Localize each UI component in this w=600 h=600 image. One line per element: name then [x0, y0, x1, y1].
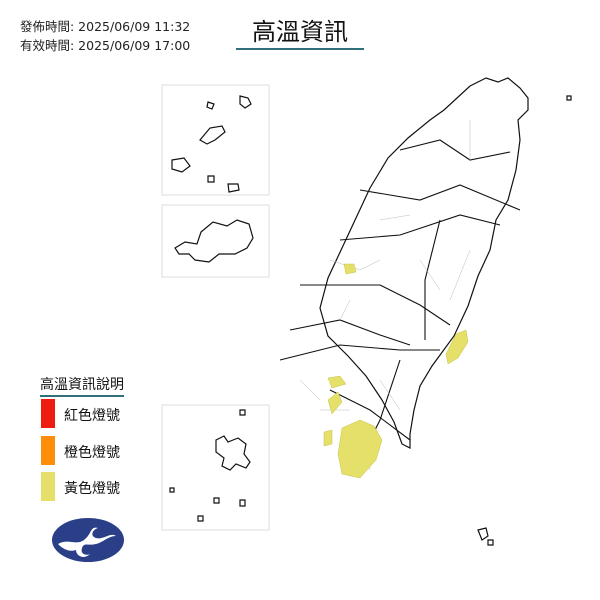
guishan-island	[566, 95, 572, 101]
legend-label-yellow: 黃色燈號	[64, 481, 120, 497]
legend-title: 高溫資訊說明	[40, 374, 124, 397]
warning-area-kaohsiung-pingtung	[337, 419, 383, 479]
legend-label-red: 紅色燈號	[64, 408, 120, 424]
warning-area-kaohsiung-coast	[323, 429, 333, 447]
inset-kinmen-box	[161, 204, 270, 278]
penghu-islands	[169, 409, 251, 522]
warning-area-tainan	[327, 391, 343, 415]
warning-area-hualien	[445, 329, 469, 365]
yellow-warning-areas	[323, 263, 469, 479]
inset-penghu-box	[161, 404, 270, 531]
legend-swatch-orange	[41, 436, 55, 465]
orchid-island	[487, 539, 494, 546]
warning-area-chiayi	[327, 375, 347, 389]
page-title: 高溫資訊	[236, 12, 364, 50]
legend-swatch-yellow	[41, 472, 55, 501]
legend-swatch-red	[41, 399, 55, 428]
inset-penghu-north-box	[161, 84, 270, 196]
green-island	[477, 527, 489, 541]
warning-area-changhua	[343, 263, 357, 275]
legend-label-orange: 橙色燈號	[64, 445, 120, 461]
issued-time: 發佈時間: 2025/06/09 11:32	[20, 19, 191, 34]
matsu-islands	[171, 95, 252, 193]
county-borders	[279, 139, 521, 461]
kinmen-island	[174, 219, 254, 263]
taiwan-main-island	[319, 77, 529, 449]
valid-time: 有效時間: 2025/06/09 17:00	[20, 38, 191, 53]
